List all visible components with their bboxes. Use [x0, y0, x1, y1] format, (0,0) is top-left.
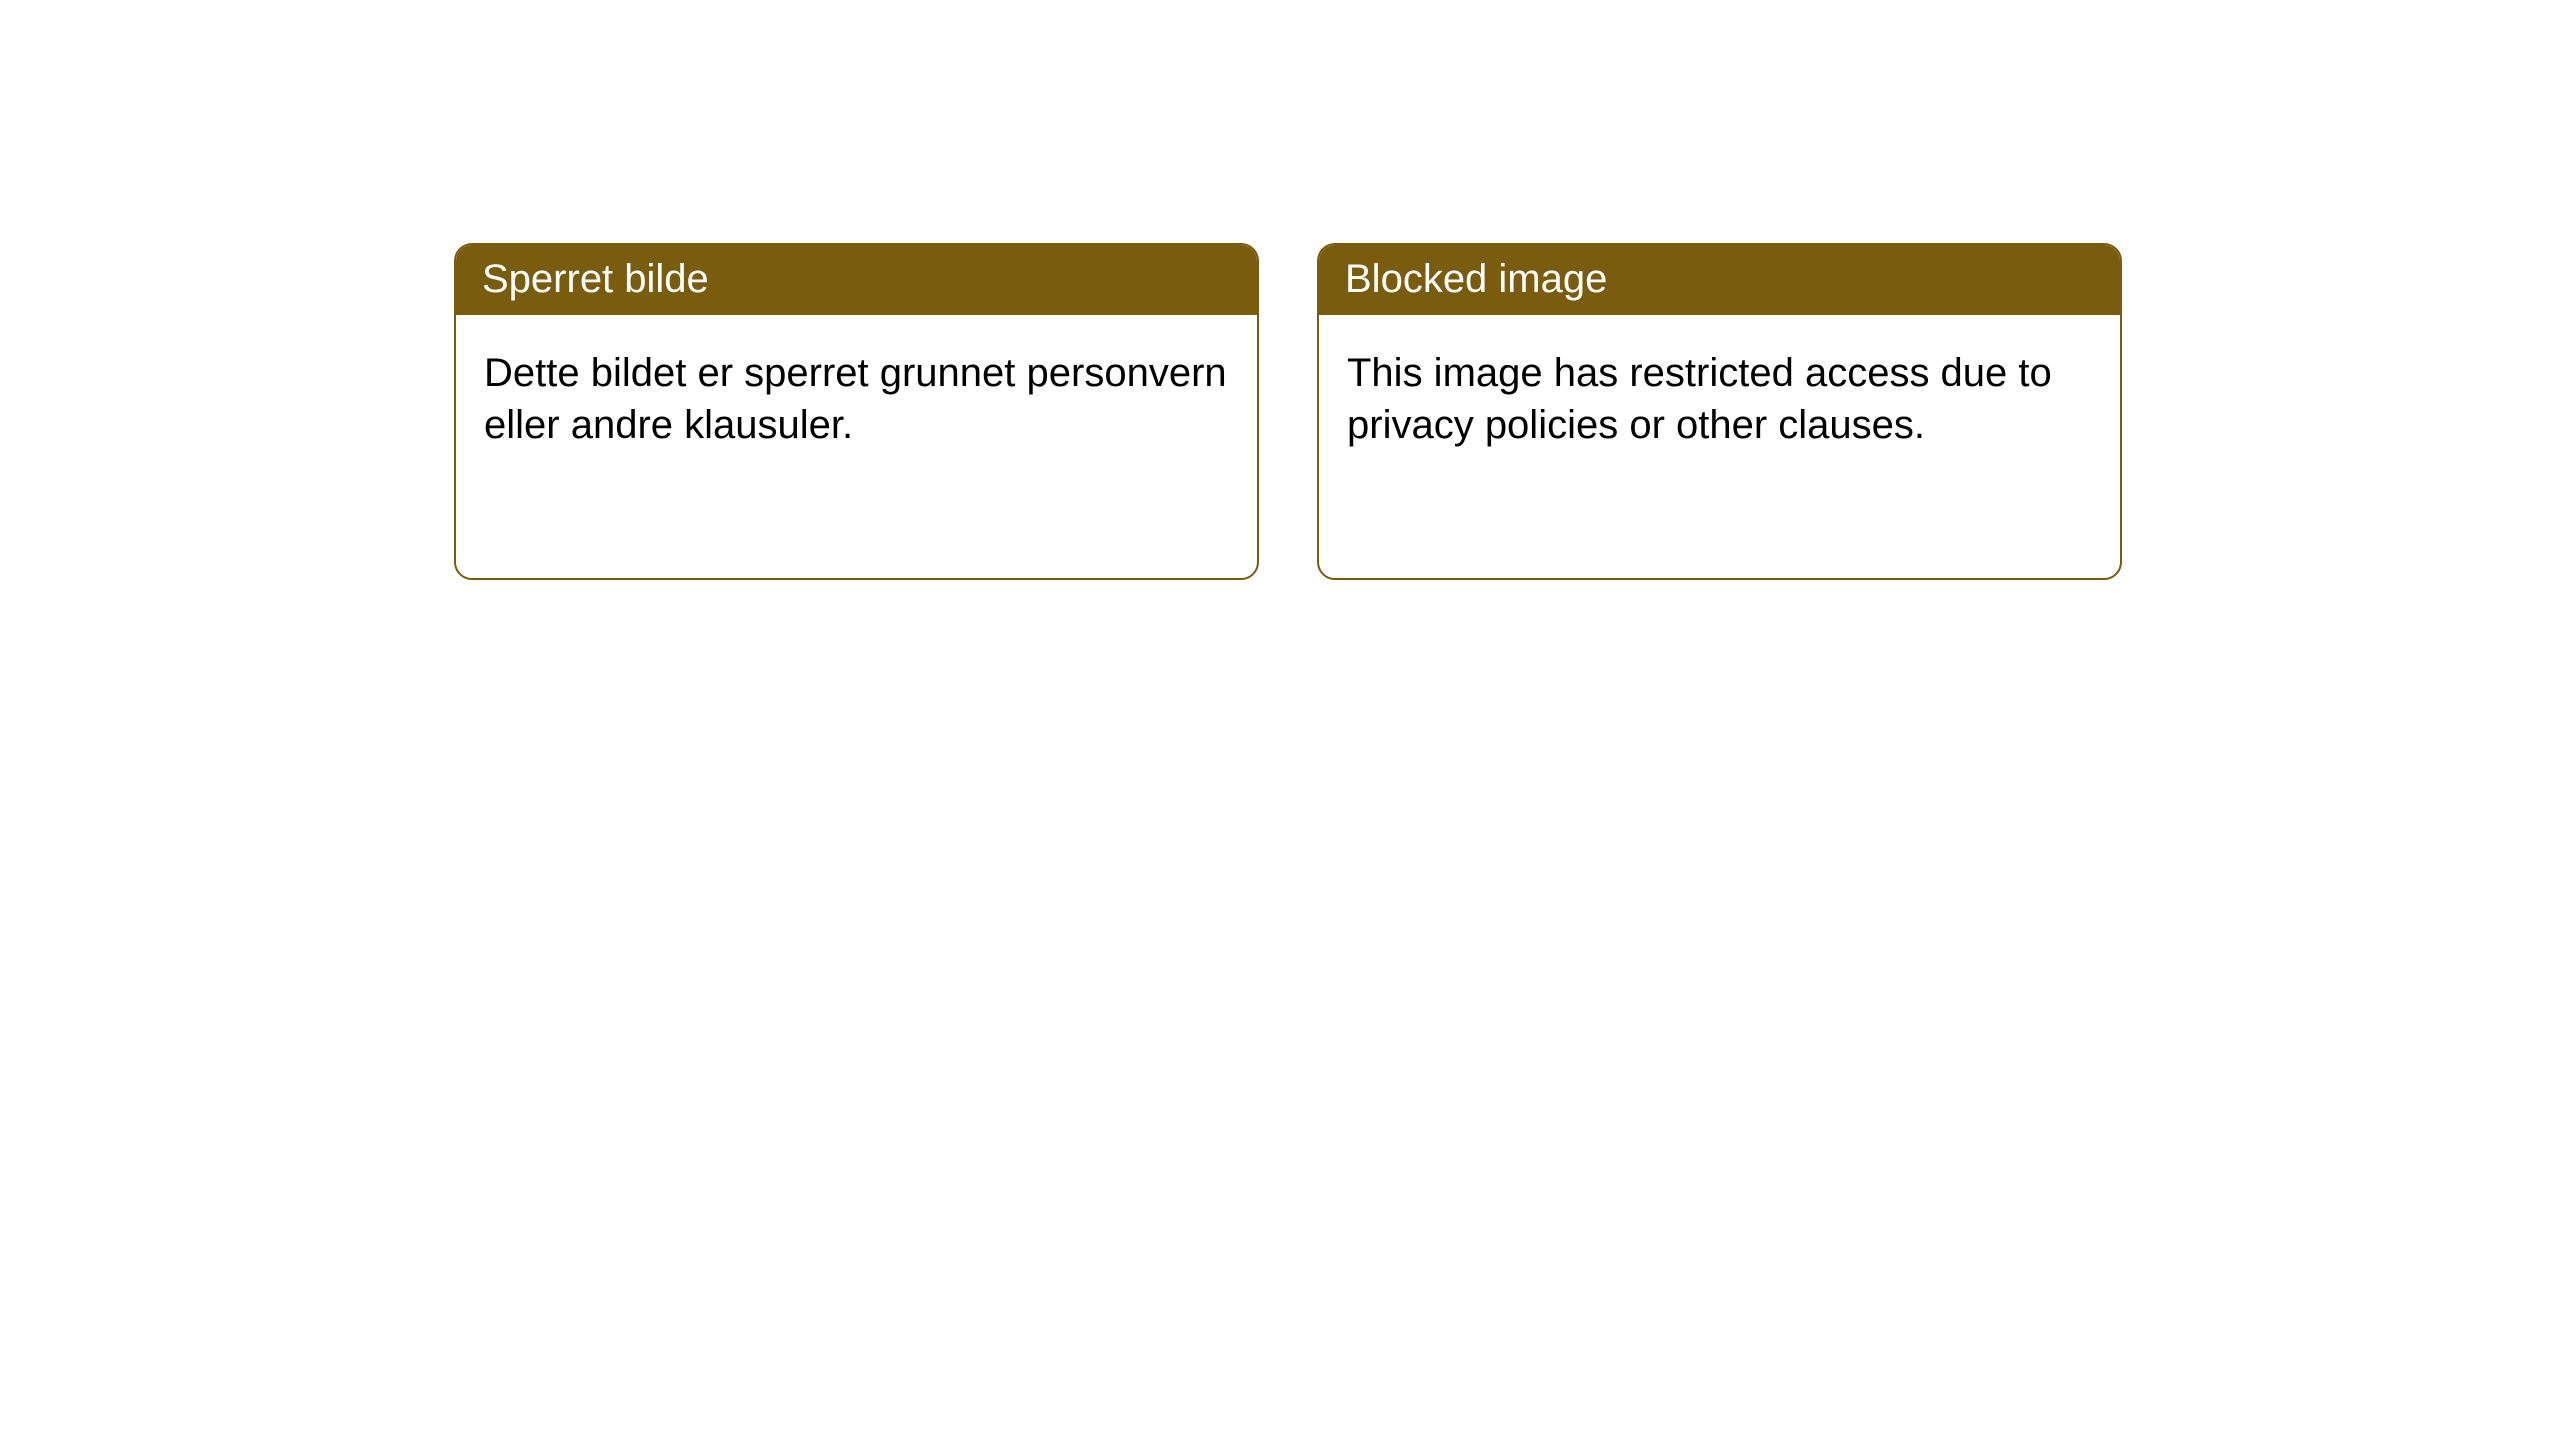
- card-body: Dette bildet er sperret grunnet personve…: [456, 315, 1257, 483]
- card-message: This image has restricted access due to …: [1347, 351, 2052, 447]
- card-body: This image has restricted access due to …: [1319, 315, 2120, 483]
- notice-card-english: Blocked image This image has restricted …: [1317, 243, 2122, 580]
- notice-container: Sperret bilde Dette bildet er sperret gr…: [0, 0, 2560, 580]
- card-title: Blocked image: [1345, 257, 1607, 301]
- card-message: Dette bildet er sperret grunnet personve…: [484, 351, 1227, 447]
- card-title: Sperret bilde: [482, 257, 709, 301]
- notice-card-norwegian: Sperret bilde Dette bildet er sperret gr…: [454, 243, 1259, 580]
- card-header: Sperret bilde: [456, 245, 1257, 315]
- card-header: Blocked image: [1319, 245, 2120, 315]
